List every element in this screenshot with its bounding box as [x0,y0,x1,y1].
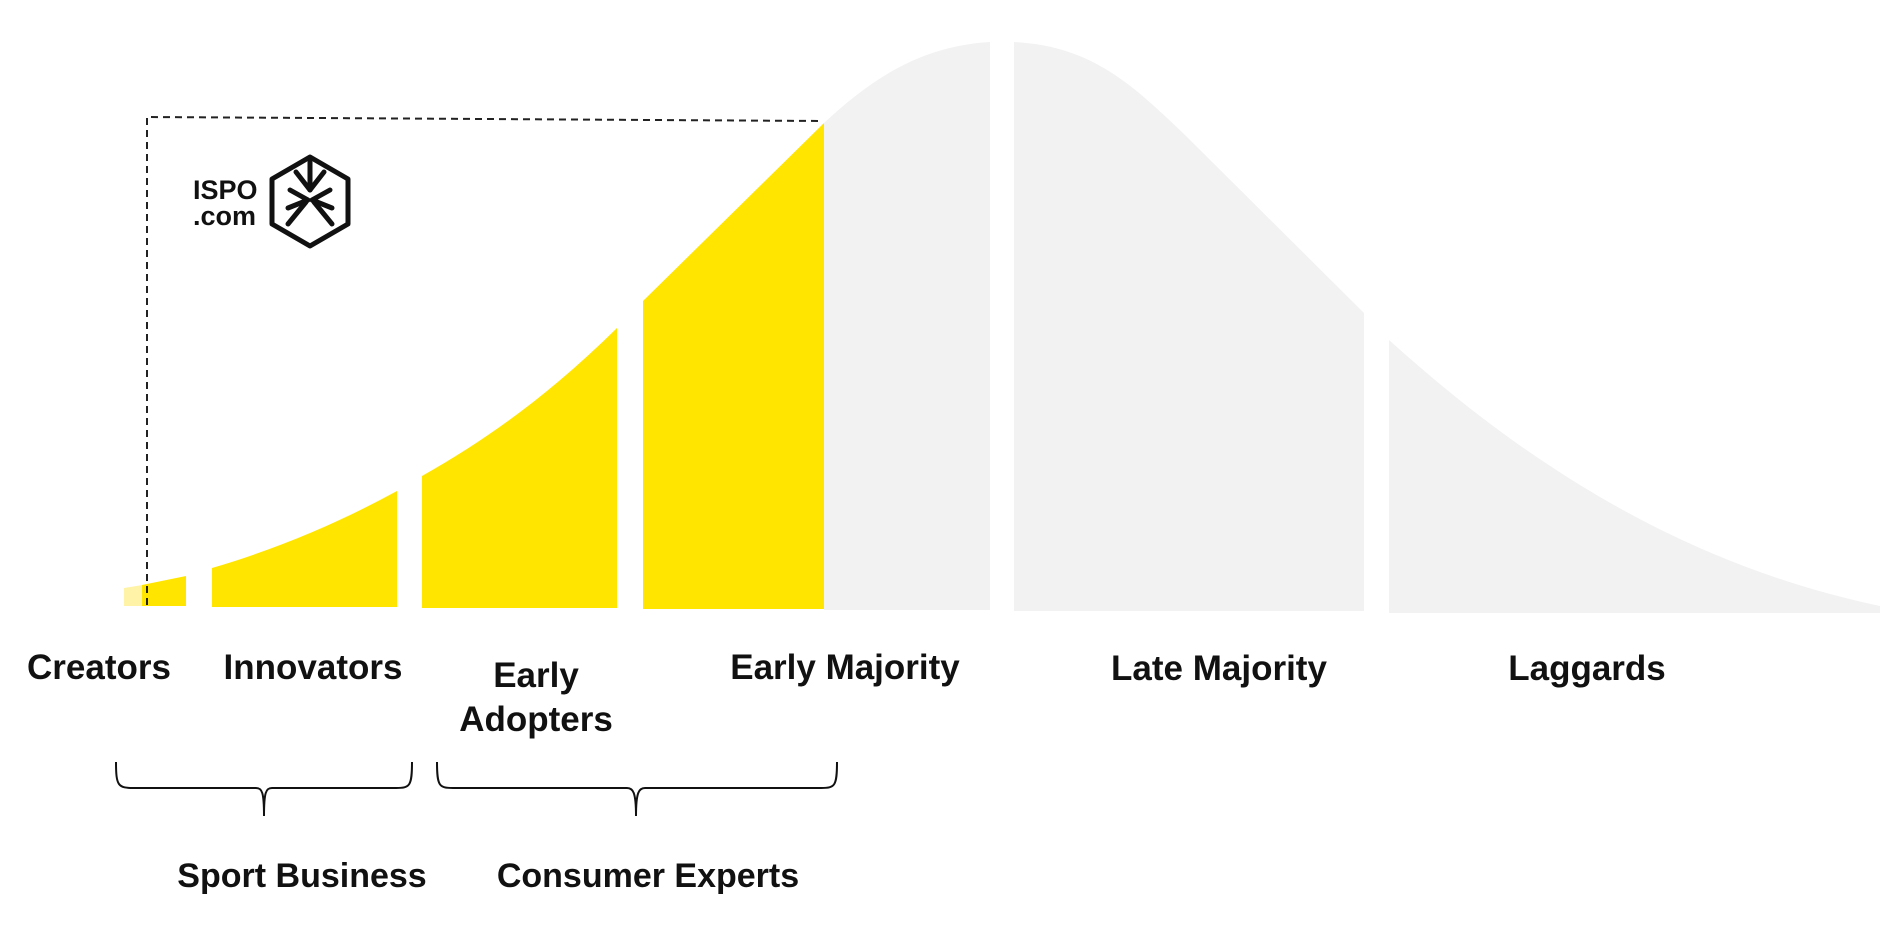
label-early-adopters-line2: Adopters [459,700,613,739]
segment-early-majority-remaining [824,42,990,610]
brace-sport-business [115,761,413,817]
segment-innovators [212,491,397,607]
label-early-adopters-line1: Early [493,656,579,695]
segment-laggards [1389,340,1880,613]
group-labels: Sport Business Consumer Experts [177,857,799,895]
ispo-hexagon-icon [269,154,351,249]
segment-late-majority [1014,42,1364,611]
segment-creators-overlay [142,576,186,606]
logo-text-line2: .com [193,201,256,231]
label-early-majority: Early Majority [730,648,960,687]
ispo-logo: ISPO .com [193,154,351,249]
dashed-frame [146,115,823,605]
label-laggards: Laggards [1508,649,1666,688]
label-late-majority: Late Majority [1111,649,1327,688]
segment-early-majority-adopted [643,123,824,609]
label-innovators: Innovators [224,648,403,687]
label-consumer-experts: Consumer Experts [497,857,799,895]
adoption-curve [124,42,1880,613]
segment-labels: Creators Innovators Early Adopters Early… [27,648,1666,739]
label-creators: Creators [27,648,171,687]
segment-early-adopters [422,328,617,608]
label-sport-business: Sport Business [177,857,426,895]
logo-text-line1: ISPO [193,175,258,205]
group-braces [115,761,838,817]
brace-consumer-experts [436,761,838,817]
